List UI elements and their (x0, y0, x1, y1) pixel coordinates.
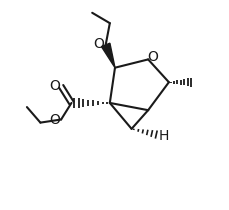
Text: O: O (147, 50, 158, 64)
Text: H: H (158, 129, 168, 143)
Polygon shape (101, 43, 114, 68)
Text: O: O (93, 37, 104, 51)
Text: O: O (49, 113, 60, 127)
Text: O: O (49, 79, 60, 93)
